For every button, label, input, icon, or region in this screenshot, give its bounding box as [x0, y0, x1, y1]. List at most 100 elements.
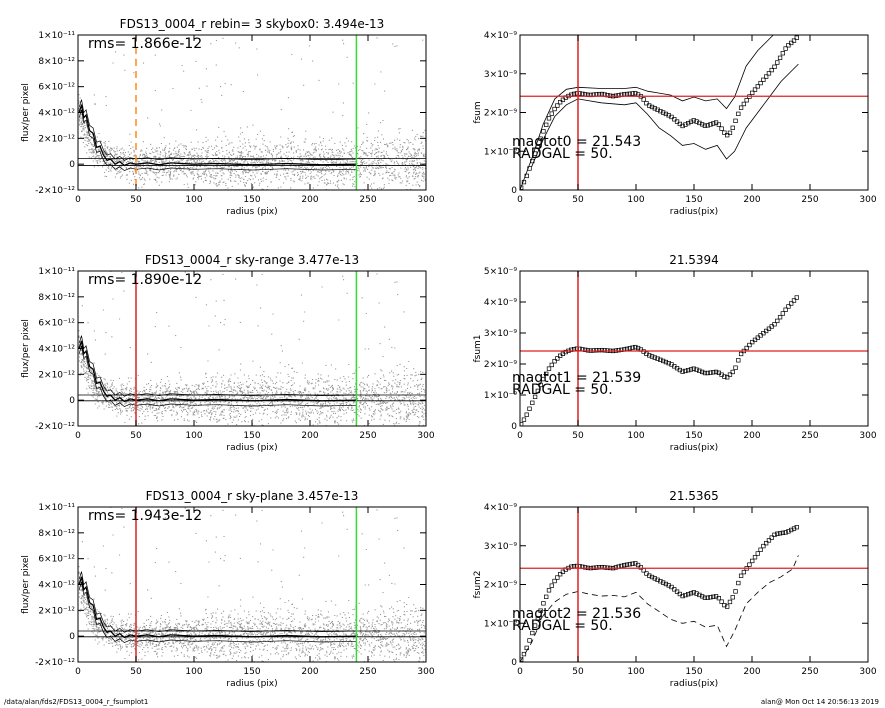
- curve-point: [521, 417, 527, 422]
- curve-point: [777, 315, 783, 320]
- x-tick-label: 200: [743, 195, 760, 205]
- curve-point: [752, 555, 758, 560]
- curve-point: [725, 375, 730, 380]
- curve-point: [694, 591, 699, 596]
- curve-point: [766, 326, 772, 331]
- curve-point: [747, 562, 752, 567]
- curve-point: [546, 366, 552, 371]
- curve-point: [736, 111, 741, 117]
- y-tick-label: 1×10⁻⁹: [484, 147, 517, 157]
- curve-point: [669, 584, 674, 590]
- curve-point: [727, 599, 733, 605]
- curve-point: [599, 347, 605, 353]
- curve-point: [538, 382, 543, 388]
- curve-point: [658, 357, 663, 362]
- curve-point: [649, 104, 655, 110]
- curve-point: [596, 348, 602, 353]
- curve-point: [686, 368, 691, 373]
- curve-point: [655, 356, 660, 361]
- chart-title: FDS13_0004_r rebin= 3 skybox0: 3.494e-13: [120, 17, 385, 31]
- curve-point: [683, 592, 688, 598]
- y-tick-label: 2×10⁻⁹: [484, 360, 517, 370]
- curve-point: [544, 594, 549, 599]
- curve-point: [733, 589, 738, 594]
- curve-point: [727, 130, 733, 135]
- y-tick-label: 1×10⁻¹¹: [38, 503, 75, 513]
- y-tick-label: 2×10⁻¹²: [38, 134, 75, 144]
- curve-point: [658, 579, 663, 584]
- curve-point: [560, 569, 566, 574]
- curve-point: [702, 370, 708, 376]
- curve-point: [583, 565, 588, 570]
- curve-point: [535, 615, 541, 621]
- curve-point: [680, 123, 685, 129]
- curve-point: [772, 64, 777, 69]
- panel-6: 0 50 100 150 200 250 300 0 1×10⁻⁹ 2×10⁻⁹ 3×10⁻⁹ 4×1…: [473, 489, 877, 689]
- curve-point: [638, 565, 644, 570]
- y-axis-label: fsum: [473, 101, 483, 123]
- x-tick-label: 100: [185, 667, 202, 677]
- x-tick-label: 0: [75, 195, 81, 205]
- curve-point: [775, 318, 780, 324]
- curve-point: [649, 354, 655, 359]
- x-axis-label: radius(pix): [670, 207, 718, 217]
- curve-point: [688, 591, 694, 596]
- curve-point: [663, 359, 669, 365]
- x-tick-label: 300: [417, 667, 434, 677]
- curve-point: [538, 136, 543, 141]
- curve-point: [780, 530, 786, 535]
- plot-area: [78, 271, 426, 426]
- x-tick-label: 100: [627, 667, 644, 677]
- curve-point: [691, 366, 696, 371]
- rms-annotation: rms= 1.866e-12: [88, 36, 202, 52]
- curve-point: [761, 77, 766, 82]
- x-tick-label: 250: [801, 667, 818, 677]
- curve-point: [633, 91, 638, 96]
- curve-point: [666, 361, 671, 366]
- curve-point: [530, 630, 535, 636]
- curve-point: [791, 526, 797, 531]
- curve-point: [524, 173, 529, 179]
- curve-point: [738, 351, 744, 357]
- lower-envelope-line: [531, 63, 799, 167]
- y-tick-label: 3×10⁻⁹: [484, 70, 517, 80]
- curve-point: [652, 106, 657, 111]
- y-tick-label: 0: [511, 186, 517, 196]
- x-tick-label: 200: [301, 431, 318, 441]
- x-axis-label: radius (pix): [226, 679, 277, 689]
- curve-point: [674, 589, 680, 594]
- curve-point: [786, 304, 791, 309]
- curve-point: [688, 119, 694, 124]
- curve-point: [750, 90, 755, 96]
- curve-point: [697, 592, 702, 598]
- y-axis-label: fsum2: [473, 570, 483, 598]
- curve-point: [780, 51, 786, 56]
- curve-point: [764, 328, 769, 334]
- curve-point: [541, 601, 546, 606]
- y-tick-label: 4×10⁻⁹: [484, 31, 517, 41]
- curve-point: [546, 116, 552, 121]
- chart-title: 21.5365: [669, 489, 719, 503]
- curve-point: [713, 369, 719, 375]
- curve-point: [783, 307, 788, 312]
- y-tick-label: 1×10⁻¹¹: [38, 267, 75, 277]
- curve-point: [736, 358, 741, 363]
- curve-point: [663, 111, 669, 117]
- x-tick-label: 300: [859, 431, 876, 441]
- curve-point: [722, 130, 727, 135]
- curve-point: [733, 365, 738, 370]
- upper-envelope-line: [520, 35, 774, 190]
- y-tick-label: 1×10⁻⁹: [484, 391, 517, 401]
- curve-point: [552, 106, 557, 112]
- curve-point: [777, 531, 783, 536]
- x-tick-label: 100: [627, 431, 644, 441]
- curve-point: [633, 344, 638, 350]
- curve-point: [583, 347, 588, 352]
- curve-point: [688, 367, 694, 372]
- x-tick-label: 50: [130, 667, 142, 677]
- x-tick-label: 200: [743, 431, 760, 441]
- curve-point: [786, 529, 791, 534]
- x-tick-label: 200: [743, 667, 760, 677]
- curve-point: [736, 580, 741, 586]
